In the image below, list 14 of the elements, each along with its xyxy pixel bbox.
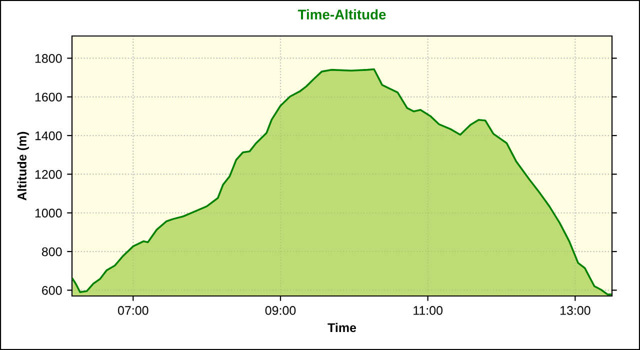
y-tick-label: 1200: [35, 170, 62, 179]
chart-title: Time-Altitude: [298, 9, 386, 20]
x-tick-label: 13:00: [560, 306, 590, 315]
x-tick-label: 07:00: [118, 306, 148, 315]
y-tick-label: 1400: [35, 131, 62, 140]
y-tick-label: 1600: [35, 92, 62, 102]
y-tick-label: 1800: [35, 54, 62, 63]
y-tick-label: 800: [42, 247, 62, 256]
x-tick-label: 11:00: [414, 306, 443, 315]
y-tick-label: 600: [42, 286, 62, 295]
x-tick-label: 09:00: [265, 306, 296, 315]
y-tick-label: 1000: [35, 208, 62, 218]
x-axis-title: Time: [328, 322, 356, 332]
y-axis-title: Altitude (m): [17, 132, 29, 200]
